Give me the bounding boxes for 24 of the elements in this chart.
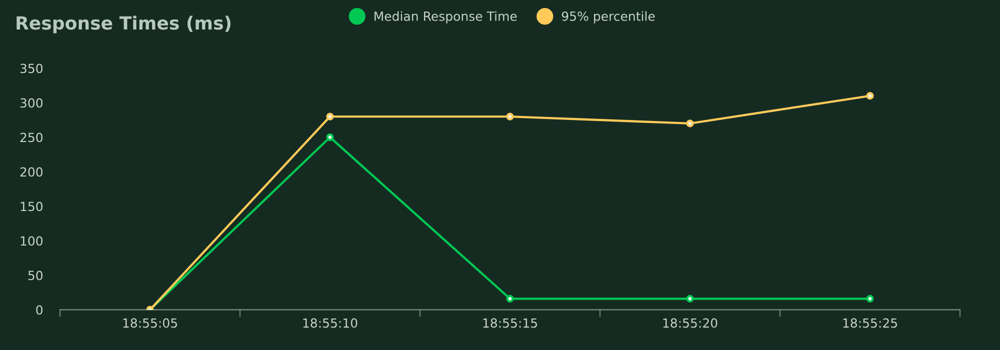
y-tick-label: 0 [36,305,43,315]
x-tick-label: 18:55:10 [303,318,358,328]
x-tick-label: 18:55:15 [483,318,537,328]
point [506,112,514,120]
y-tick-label: 200 [20,167,43,177]
chart-title: Response Times (ms) [16,16,230,34]
x-tick-label: 18:55:25 [843,318,897,328]
y-tick-label: 100 [20,236,43,246]
x-tick-label: 18:55:20 [663,318,718,328]
y-tick-label: 300 [20,98,43,108]
y-tick-label: 250 [20,132,43,142]
point [686,294,694,303]
point [326,112,334,120]
point [326,133,334,142]
x-tick-label: 18:55:05 [123,318,177,328]
y-tick-label: 150 [20,202,43,212]
point [866,294,874,303]
y-tick-label: 50 [28,270,43,280]
point [866,92,874,100]
point [686,120,694,128]
legend-label: 95% percentile [562,11,655,24]
point [506,294,514,303]
y-tick-label: 350 [20,64,43,74]
legend-label: Median Response Time [374,11,517,24]
